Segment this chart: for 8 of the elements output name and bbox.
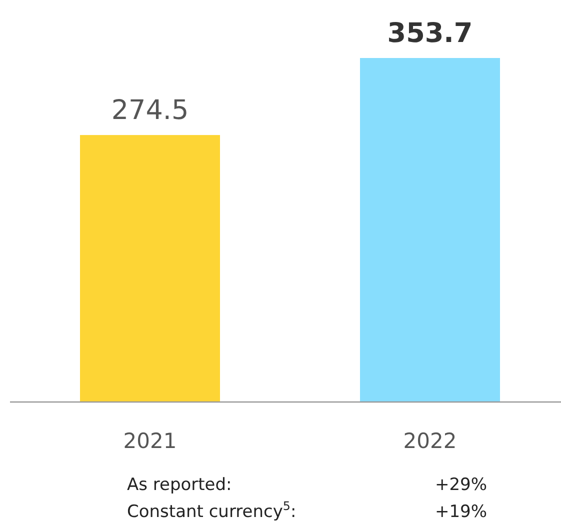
text: +29% — [434, 475, 487, 495]
x-tick-label: 2022 — [403, 429, 457, 453]
data-label: 274.5 — [111, 95, 189, 126]
text: Constant currency$^{5}$: — [127, 499, 296, 522]
x-tick-label: 2021 — [123, 429, 177, 453]
data-label: 353.7 — [387, 18, 473, 49]
text: As reported: — [127, 475, 232, 495]
text: +19% — [434, 502, 487, 522]
